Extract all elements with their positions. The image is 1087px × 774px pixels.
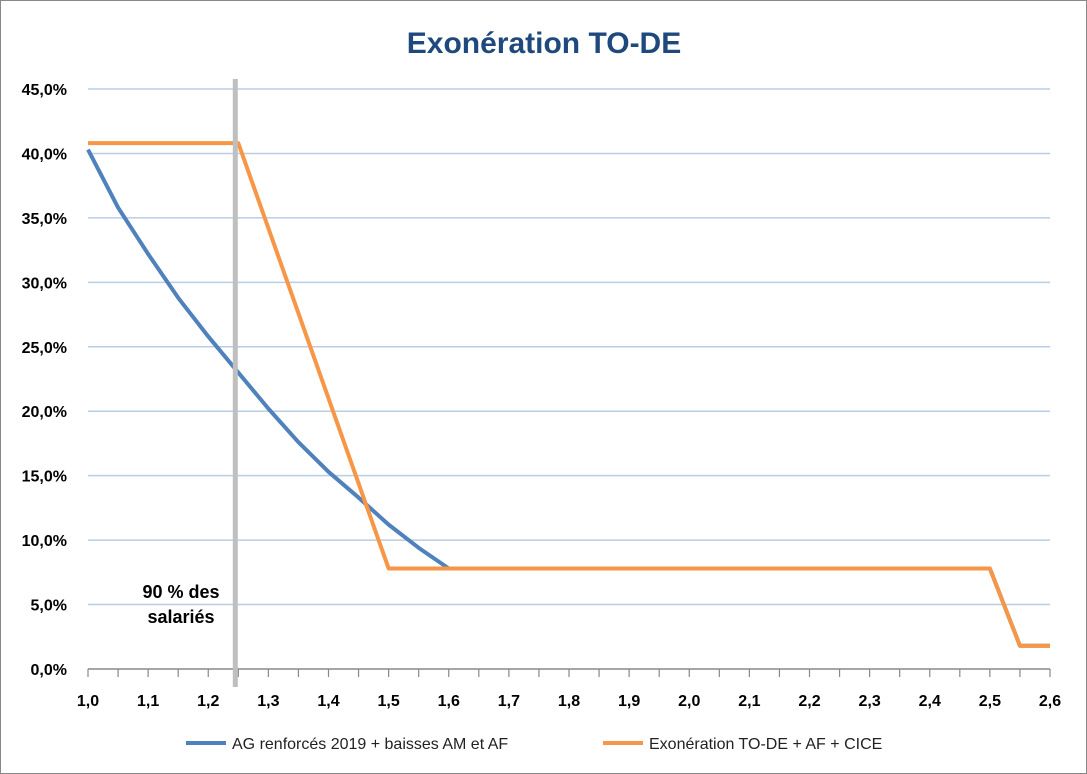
annotation-text: salariés bbox=[147, 607, 214, 627]
y-tick-label: 20,0% bbox=[22, 404, 67, 421]
x-tick-label: 1,0 bbox=[77, 693, 99, 710]
y-tick-label: 45,0% bbox=[22, 82, 67, 99]
series-line-1 bbox=[86, 148, 1050, 648]
x-tick-label: 2,4 bbox=[919, 693, 941, 710]
y-tick-label: 30,0% bbox=[22, 275, 67, 292]
x-tick-label: 2,0 bbox=[678, 693, 700, 710]
series-line-2 bbox=[88, 141, 1050, 648]
x-tick-label: 1,8 bbox=[558, 693, 580, 710]
x-tick-label: 2,5 bbox=[979, 693, 1001, 710]
x-tick-label: 1,2 bbox=[197, 693, 219, 710]
y-tick-label: 10,0% bbox=[22, 533, 67, 550]
x-tick-label: 1,1 bbox=[137, 693, 159, 710]
y-tick-label: 40,0% bbox=[22, 146, 67, 163]
y-tick-label: 15,0% bbox=[22, 469, 67, 486]
series-lines bbox=[86, 141, 1050, 648]
y-tick-label: 35,0% bbox=[22, 211, 67, 228]
legend-label-2: Exonération TO-DE + AF + CICE bbox=[649, 736, 882, 753]
chart-title: Exonération TO-DE bbox=[407, 27, 681, 60]
x-tick-label: 2,6 bbox=[1039, 693, 1061, 710]
x-tick-label: 2,3 bbox=[859, 693, 881, 710]
x-tick-label: 1,6 bbox=[438, 693, 460, 710]
annotation-text: 90 % des bbox=[142, 582, 219, 602]
annotation: 90 % des salariés bbox=[142, 79, 238, 687]
legend-label-1: AG renforcés 2019 + baisses AM et AF bbox=[232, 736, 508, 753]
axes: 0,0% 5,0% 10,0% 15,0% 20,0% 25,0% 30,0% 35,0% 40… bbox=[22, 82, 1062, 710]
x-tick-label: 2,1 bbox=[738, 693, 760, 710]
gridlines bbox=[88, 88, 1050, 606]
y-tick-label: 0,0% bbox=[31, 662, 67, 679]
x-tick-label: 2,2 bbox=[798, 693, 820, 710]
y-tick-label: 25,0% bbox=[22, 340, 67, 357]
legend: AG renforcés 2019 + baisses AM et AF Exon… bbox=[186, 736, 882, 753]
x-tick-label: 1,4 bbox=[317, 693, 339, 710]
y-tick-label: 5,0% bbox=[31, 598, 67, 615]
x-tick-label: 1,5 bbox=[378, 693, 400, 710]
x-tick-label: 1,3 bbox=[257, 693, 279, 710]
x-tick-label: 1,7 bbox=[498, 693, 520, 710]
x-tick-label: 1,9 bbox=[618, 693, 640, 710]
